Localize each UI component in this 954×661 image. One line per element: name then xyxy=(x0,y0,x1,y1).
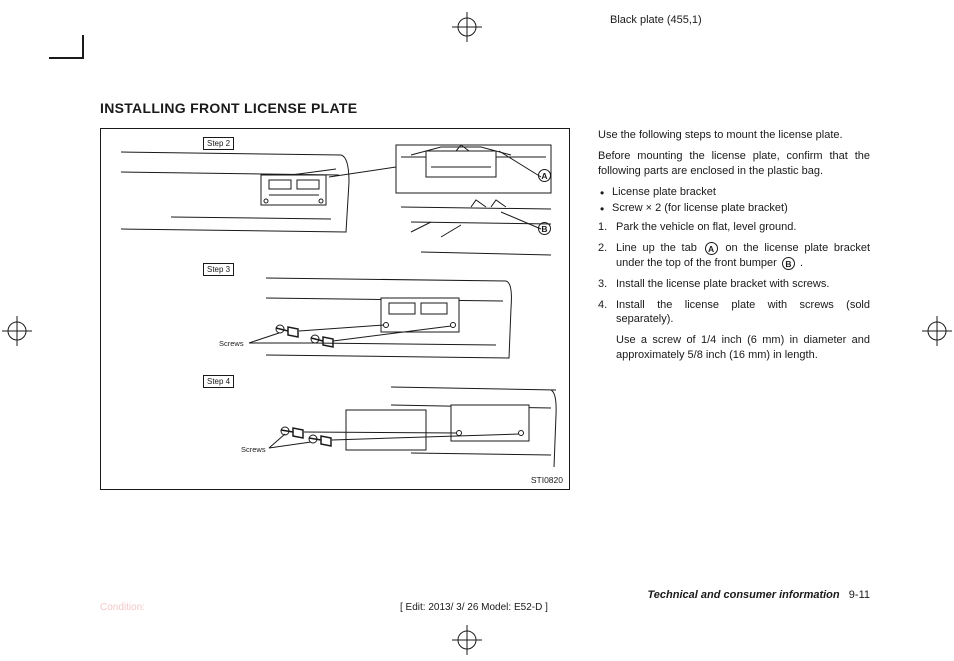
header-note: Black plate (455,1) xyxy=(610,14,702,26)
footer-section: Technical and consumer information 9-11 xyxy=(648,589,871,601)
bullet-list: License plate bracket Screw × 2 (for lic… xyxy=(598,185,870,217)
footer-page-num: 9-11 xyxy=(849,589,870,601)
content-area: INSTALLING FRONT LICENSE PLATE STI0820 S… xyxy=(100,100,870,490)
crop-mark-h xyxy=(49,57,84,59)
figure-box: STI0820 Step 2 xyxy=(100,128,570,490)
page-title: INSTALLING FRONT LICENSE PLATE xyxy=(100,100,870,116)
para-1: Use the following steps to mount the lic… xyxy=(598,128,870,143)
step4-note: Use a screw of 1/4 inch (6 mm) in diamet… xyxy=(616,333,870,363)
footer-section-text: Technical and consumer information xyxy=(648,589,840,601)
step1-text: Park the vehicle on flat, level ground. xyxy=(616,221,796,233)
inline-label-b: B xyxy=(782,257,795,270)
step3-text: Install the license plate bracket with s… xyxy=(616,278,829,290)
step2-text-a: Line up the tab xyxy=(616,242,703,254)
figure-step4: Step 4 Screws xyxy=(111,375,559,475)
footer: Technical and consumer information 9-11 xyxy=(100,589,870,601)
crop-mark-v xyxy=(82,35,84,59)
figure-label-a: A xyxy=(538,169,551,182)
page-root: Black plate (455,1) INSTALLING FRONT LIC… xyxy=(0,0,954,661)
figure-step2: Step 2 xyxy=(111,137,559,257)
registration-mark-right xyxy=(922,316,952,346)
step-2: 2. Line up the tab A on the license plat… xyxy=(598,241,870,271)
figure-label-b: B xyxy=(538,222,551,235)
registration-mark-top xyxy=(452,12,482,42)
numbered-steps: 1.Park the vehicle on flat, level ground… xyxy=(598,220,870,363)
registration-mark-bottom xyxy=(452,625,482,655)
step2-svg xyxy=(111,137,561,257)
step-1: 1.Park the vehicle on flat, level ground… xyxy=(598,220,870,235)
inline-label-a: A xyxy=(705,242,718,255)
footer-condition: Condition: xyxy=(100,602,145,613)
step2-text-c: . xyxy=(797,257,803,269)
bullet-2: Screw × 2 (for license plate bracket) xyxy=(598,201,870,216)
step-4: 4.Install the license plate with screws … xyxy=(598,298,870,363)
step3-svg xyxy=(111,263,561,373)
step4-text: Install the license plate with screws (s… xyxy=(616,299,870,326)
bullet-1: License plate bracket xyxy=(598,185,870,200)
step-3: 3.Install the license plate bracket with… xyxy=(598,277,870,292)
two-column-layout: STI0820 Step 2 xyxy=(100,128,870,490)
step4-svg xyxy=(111,375,561,480)
para-2: Before mounting the license plate, confi… xyxy=(598,149,870,179)
figure-step3: Step 3 Screws xyxy=(111,263,559,373)
text-column: Use the following steps to mount the lic… xyxy=(598,128,870,490)
footer-edit-line: [ Edit: 2013/ 3/ 26 Model: E52-D ] xyxy=(400,602,548,613)
registration-mark-left xyxy=(2,316,32,346)
